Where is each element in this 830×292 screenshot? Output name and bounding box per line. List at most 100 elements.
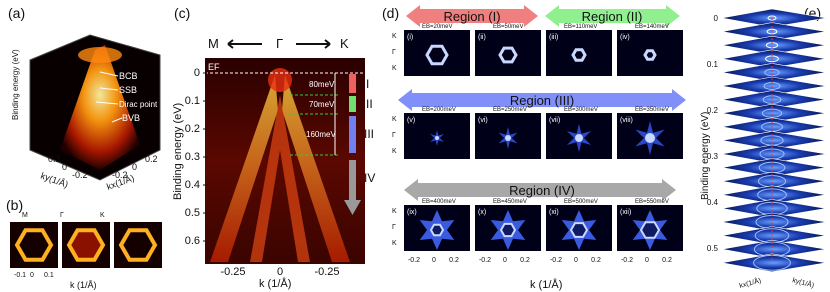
layer [721, 90, 827, 109]
y-tick: 0.6 [185, 235, 200, 247]
x-tick: -0.2 [550, 257, 562, 264]
direction: Γ [276, 36, 283, 51]
axis-label: Binding energy (eV) [700, 112, 711, 200]
contour [761, 108, 783, 118]
side-label: K [392, 116, 397, 123]
pointer [99, 71, 119, 77]
axis-label: k (1/Å) [530, 278, 562, 291]
x-tick: 0 [645, 257, 649, 264]
energy: EB=400meV [422, 199, 456, 205]
energy: EB=200meV [422, 107, 456, 113]
panel-id: (i) [407, 34, 413, 41]
direction: K [100, 212, 105, 219]
panel-id: (xii) [620, 209, 631, 216]
band [268, 68, 292, 92]
y-tick: 0.2 [185, 123, 200, 135]
direction: M [22, 212, 28, 219]
side-label: Γ [392, 49, 396, 56]
x-tick: -0.2 [621, 257, 633, 264]
x-tick: 0.2 [520, 257, 530, 264]
region-bar [349, 74, 356, 93]
panel-id: (vi) [478, 117, 488, 124]
gap-label: 80meV [309, 80, 335, 89]
contour [425, 44, 449, 66]
y-tick: 0.5 [185, 207, 200, 219]
region-label: IV [364, 171, 375, 185]
axis-label: k (1/Å) [259, 277, 291, 290]
tick: -0.1 [14, 272, 26, 279]
axis-label: kx(1/Å) [738, 276, 762, 290]
y-tick: 0.1 [185, 95, 200, 107]
energy: EB=300meV [564, 107, 598, 113]
region-arrow [404, 179, 676, 201]
region-arrow [406, 5, 538, 27]
panel-id: (ii) [478, 34, 486, 41]
pointer [99, 87, 119, 91]
band [210, 75, 350, 262]
tick: 0 [62, 162, 67, 172]
region-title: Region (I) [443, 9, 500, 24]
energy: EB=250meV [493, 107, 527, 113]
gap-label: 160meV [306, 130, 336, 139]
contour [66, 228, 106, 262]
x-tick: 0.2 [662, 257, 672, 264]
fermi-label: EF [208, 62, 220, 72]
x-tick: 0 [503, 257, 507, 264]
pointer [111, 117, 123, 123]
panel-label: (c) [174, 5, 190, 21]
map [404, 30, 470, 76]
panel-id: (viii) [620, 117, 633, 124]
cone [60, 45, 140, 170]
contour [498, 46, 518, 64]
y-tick: 0.2 [707, 106, 719, 115]
map [546, 30, 612, 76]
layer [721, 22, 827, 41]
x-tick: -0.2 [479, 257, 491, 264]
layer [721, 144, 827, 164]
annotation: BVB [122, 113, 140, 123]
axis-label: ky(1/Å) [791, 275, 815, 289]
panel-id: (xi) [549, 209, 559, 216]
x-tick: -0.2 [408, 257, 420, 264]
contour [575, 134, 583, 142]
y-tick: 0 [714, 14, 719, 23]
side-label: K [392, 208, 397, 215]
contour [435, 136, 439, 140]
layer [721, 49, 827, 69]
y-tick: 0.4 [707, 198, 719, 207]
contour [569, 222, 589, 238]
y-tick: 0.3 [707, 152, 719, 161]
energy: EB=550meV [635, 199, 669, 205]
x-tick: 0 [574, 257, 578, 264]
side-label: K [392, 33, 397, 40]
panel-id: (vii) [549, 117, 560, 124]
annotation: SSB [119, 85, 137, 95]
x-tick: 0.2 [449, 257, 459, 264]
contour [643, 49, 657, 61]
energy: EB=450meV [493, 199, 527, 205]
panel-id: (ix) [407, 209, 417, 216]
y-tick: 0.3 [185, 151, 200, 163]
map [475, 30, 541, 76]
tick: 0 [30, 272, 34, 279]
annotation: BCB [119, 71, 138, 81]
tick: 0.2 [145, 154, 158, 164]
panel-b: (b) k (1/Å) M Γ K -0.1 0 0.1 [6, 197, 162, 290]
contour [639, 221, 661, 239]
contour [499, 222, 517, 238]
annotation: Dirac point [119, 100, 158, 109]
y-tick: 0.4 [185, 179, 200, 191]
energy: EB=50meV [493, 24, 524, 30]
layer [721, 35, 827, 55]
layer [721, 239, 827, 259]
region-arrow [344, 160, 361, 215]
side-label: K [392, 65, 397, 72]
panel-id: (iii) [549, 34, 558, 41]
y-tick: 0.5 [707, 244, 719, 253]
pointer [95, 101, 119, 105]
axis-label: ky(1/Å) [39, 170, 69, 189]
direction: K [340, 36, 349, 51]
x-tick: 0.2 [591, 257, 601, 264]
energy: EB=110meV [564, 24, 597, 30]
